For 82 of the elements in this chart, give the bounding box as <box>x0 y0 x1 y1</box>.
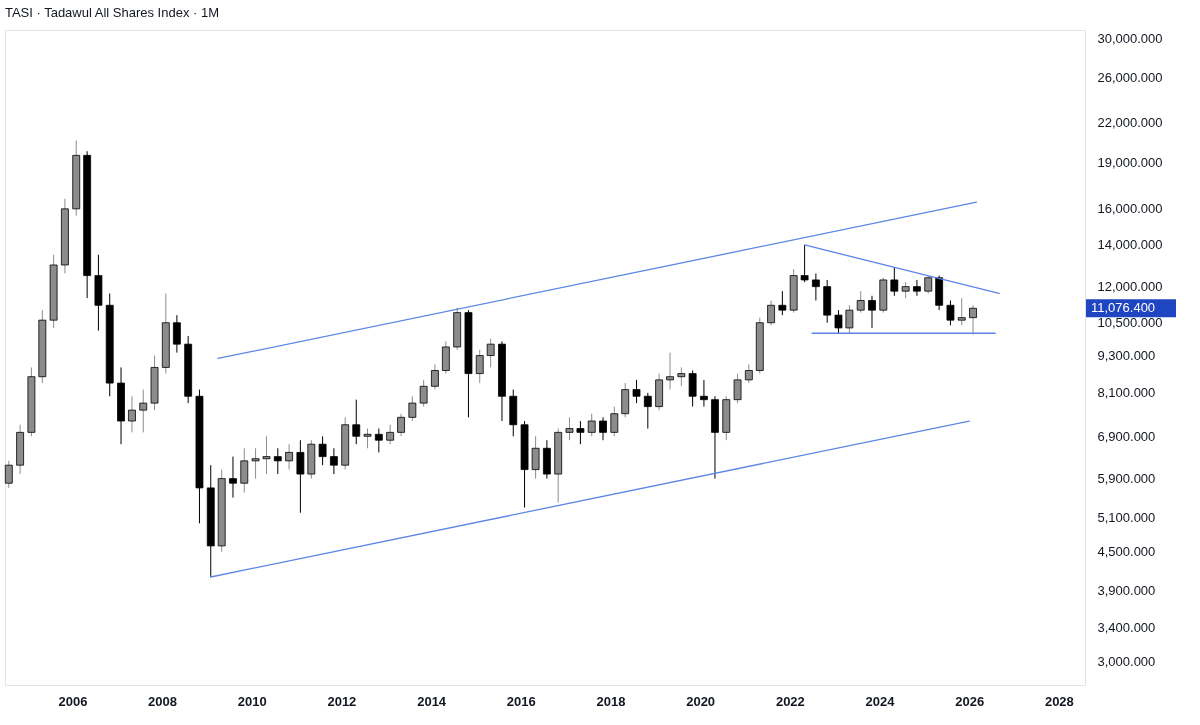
x-tick-label: 2006 <box>58 693 88 709</box>
x-tick-label: 2026 <box>955 693 985 709</box>
candlestick <box>890 266 899 297</box>
candlestick <box>240 447 249 494</box>
candlestick <box>834 309 843 334</box>
candlestick <box>800 244 809 283</box>
candlestick <box>856 290 865 314</box>
candlestick <box>845 304 854 334</box>
y-tick-label: 26,000.000 <box>1097 70 1163 86</box>
candlestick <box>643 392 652 430</box>
candlestick <box>330 447 338 475</box>
y-tick-label: 30,000.000 <box>1097 31 1163 47</box>
x-tick-label: 2024 <box>865 693 896 709</box>
candlestick <box>408 395 417 422</box>
candlestick <box>285 443 293 471</box>
candlestick <box>576 420 585 445</box>
candlestick <box>913 279 921 297</box>
candlestick <box>969 304 977 336</box>
y-tick-label: 4,500.000 <box>1097 544 1156 560</box>
y-tick-label: 6,900.000 <box>1097 428 1156 444</box>
y-tick-label: 3,400.000 <box>1097 620 1156 636</box>
candlestick <box>139 389 148 433</box>
candlestick <box>273 447 282 475</box>
x-tick-label: 2010 <box>237 693 267 709</box>
candlestick <box>587 413 596 437</box>
y-tick-label: 12,000.000 <box>1097 279 1163 295</box>
candlestick <box>441 340 450 375</box>
candlestick <box>296 439 305 514</box>
y-tick-label: 5,900.000 <box>1097 471 1156 487</box>
candlestick <box>868 295 876 329</box>
candlestick <box>811 272 820 301</box>
y-tick-label: 19,000.000 <box>1097 154 1163 170</box>
candlestick <box>419 379 428 408</box>
y-tick-label: 16,000.000 <box>1097 201 1163 217</box>
candlestick <box>386 424 395 445</box>
candlestick <box>688 369 697 408</box>
x-tick-label: 2014 <box>417 693 447 709</box>
x-tick-label: 2008 <box>148 693 177 709</box>
candlestick <box>318 435 327 466</box>
candlestick <box>128 395 136 433</box>
x-tick-label: 2020 <box>686 693 716 709</box>
y-tick-label: 3,000.000 <box>1097 653 1156 669</box>
candlestick <box>431 363 439 391</box>
candlestick <box>352 399 361 445</box>
candlestick <box>374 428 383 453</box>
candlestick <box>229 456 237 499</box>
candlestick <box>4 460 13 489</box>
text: 11,076.400 <box>1091 300 1156 316</box>
candlestick <box>767 300 775 326</box>
candlestick <box>397 413 405 437</box>
y-tick-label: 10,500.000 <box>1097 315 1163 331</box>
candlestick <box>172 314 181 354</box>
candlestick <box>599 416 607 441</box>
y-tick-label: 5,100.000 <box>1097 510 1156 526</box>
candlestick <box>733 373 742 404</box>
y-tick-label: 8,100.000 <box>1097 385 1156 401</box>
candlestick <box>700 379 708 408</box>
candlestick <box>610 406 619 437</box>
y-tick-label: 3,900.000 <box>1097 583 1156 599</box>
x-tick-label: 2018 <box>596 693 626 709</box>
candlestick <box>486 338 495 368</box>
y-tick-label: 22,000.000 <box>1097 115 1163 131</box>
candlestick <box>957 297 966 326</box>
candlestick <box>531 435 540 480</box>
candlestick <box>565 416 574 441</box>
x-tick-label: 2022 <box>775 693 805 709</box>
y-tick-label: 9,300.000 <box>1097 348 1156 364</box>
candlestick <box>666 352 674 391</box>
candlestick <box>363 428 372 449</box>
candlestick <box>632 379 641 404</box>
candlestick <box>475 349 484 384</box>
candlestick <box>677 366 686 387</box>
candlestick <box>946 300 955 326</box>
x-tick-label: 2016 <box>506 693 536 709</box>
candlestick <box>251 447 260 480</box>
candlestick <box>778 290 787 316</box>
x-tick-label: 2012 <box>327 693 357 709</box>
y-tick-label: 14,000.000 <box>1097 237 1163 253</box>
candlestick <box>744 363 753 384</box>
x-tick-label: 2028 <box>1044 693 1074 709</box>
candlestick <box>262 435 271 475</box>
chart-title: TASI · Tadawul All Shares Index · 1M <box>4 5 220 20</box>
